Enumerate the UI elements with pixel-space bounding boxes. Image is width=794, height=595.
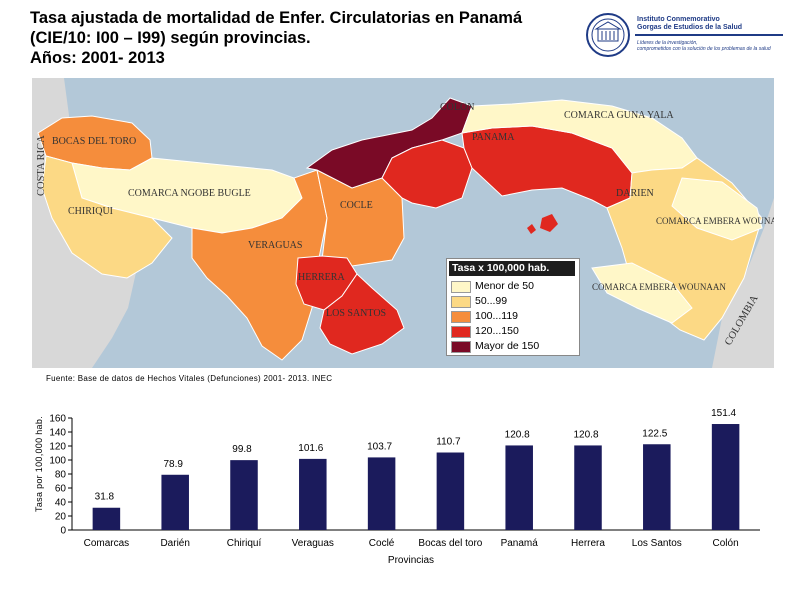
institute-seal-icon — [586, 13, 630, 57]
y-tick-label: 60 — [55, 484, 67, 495]
region-label-chiriqui: CHIRIQUI — [68, 206, 113, 217]
bar-value-label: 78.9 — [163, 459, 183, 470]
y-tick-label: 140 — [49, 428, 66, 439]
y-axis-title: Tasa por 100,000 hab. — [34, 416, 44, 512]
region-label-embera-south: COMARCA EMBERA WOUNAAN — [592, 282, 726, 292]
title-line-1: Tasa ajustada de mortalidad de Enfer. Ci… — [30, 9, 523, 27]
x-tick-label: Comarcas — [84, 538, 130, 549]
region-label-herrera: HERRERA — [298, 272, 345, 283]
legend-label: 100...119 — [475, 310, 519, 322]
bar-value-label: 120.8 — [505, 429, 530, 440]
bar — [505, 445, 533, 530]
region-label-veraguas: VERAGUAS — [248, 240, 302, 251]
bar — [436, 452, 465, 530]
y-tick-label: 160 — [49, 414, 66, 425]
x-tick-label: Herrera — [571, 538, 605, 549]
legend-title: Tasa x 100,000 hab. — [449, 261, 575, 276]
x-tick-label: Coclé — [369, 538, 395, 549]
bar — [574, 445, 602, 530]
y-tick-label: 120 — [49, 442, 66, 453]
region-chiriqui — [41, 155, 173, 279]
y-tick-label: 100 — [49, 456, 66, 467]
bar — [299, 458, 327, 530]
bar-value-label: 122.5 — [642, 428, 667, 439]
region-label-bocas-del-toro: BOCAS DEL TORO — [52, 136, 136, 147]
y-tick-label: 20 — [55, 512, 67, 523]
legend-swatch — [451, 326, 471, 338]
x-axis-title: Provincias — [388, 555, 434, 566]
bar-value-label: 110.7 — [436, 437, 461, 448]
y-tick-label: 0 — [60, 526, 66, 537]
institute-logo: Instituto Conmemorativo Gorgas de Estudi… — [585, 12, 785, 64]
logo-name-line-2: Gorgas de Estudios de la Salud — [637, 24, 743, 31]
bar-value-label: 31.8 — [95, 492, 115, 503]
logo-divider — [635, 34, 783, 36]
x-tick-label: Darién — [160, 538, 189, 549]
logo-motto-line-1: Líderes de la investigación, — [637, 40, 698, 46]
bar — [711, 424, 740, 530]
y-tick-label: 40 — [55, 498, 67, 509]
bar — [161, 474, 189, 530]
title-line-3: Años: 2001- 2013 — [30, 49, 165, 67]
legend-swatch — [451, 281, 471, 293]
island-small — [527, 224, 536, 234]
bar-value-label: 151.4 — [711, 408, 736, 419]
region-embera-north — [671, 177, 763, 241]
x-tick-label: Veraguas — [292, 538, 334, 549]
region-panama-oeste — [381, 139, 473, 209]
region-label-cocle: COCLE — [340, 200, 373, 211]
legend-label: 120...150 — [475, 325, 519, 337]
region-los-santos — [319, 273, 405, 355]
region-embera-south — [591, 262, 693, 324]
panama-choropleth-map: COSTA RICA COLOMBIA COLON COMARCA GUNA Y… — [32, 78, 774, 368]
country-label-costa-rica: COSTA RICA — [36, 135, 47, 196]
bar-value-label: 99.8 — [232, 444, 252, 455]
legend-label: Mayor de 150 — [475, 340, 540, 352]
x-tick-label: Chiriquí — [227, 538, 262, 549]
bar — [92, 507, 121, 530]
colombia-land — [712, 198, 774, 368]
x-tick-label: Panamá — [501, 538, 539, 549]
region-label-panama: PANAMA — [472, 132, 515, 143]
bar-value-label: 103.7 — [367, 441, 392, 452]
legend-swatch — [451, 296, 471, 308]
bar-value-label: 101.6 — [298, 443, 323, 454]
x-tick-label: Bocas del toro — [418, 538, 482, 549]
legend-label: 50...99 — [475, 295, 508, 307]
x-tick-label: Los Santos — [632, 538, 682, 549]
region-label-colon: COLON — [440, 102, 474, 113]
legend-label: Menor de 50 — [475, 280, 534, 292]
region-label-embera-north: COMARCA EMBERA WOUNAAN — [656, 216, 774, 226]
region-label-guna-yala: COMARCA GUNA YALA — [564, 110, 674, 121]
region-label-ngobe-bugle: COMARCA NGOBE BUGLE — [128, 188, 251, 199]
source-note: Fuente: Base de datos de Hechos Vitales … — [46, 374, 333, 383]
bar — [643, 444, 671, 530]
logo-name-line-1: Instituto Conmemorativo — [637, 16, 720, 23]
island-pearl — [540, 214, 558, 232]
bar — [367, 457, 396, 530]
region-label-darien: DARIEN — [616, 188, 654, 199]
region-label-los-santos: LOS SANTOS — [326, 308, 386, 319]
title-line-2: (CIE/10: I00 – I99) según provincias. — [30, 29, 311, 47]
legend-swatch — [451, 341, 471, 353]
bar — [230, 460, 258, 530]
slide-title: Tasa ajustada de mortalidad de Enfer. Ci… — [30, 8, 590, 68]
bar-value-label: 120.8 — [573, 429, 598, 440]
logo-motto-line-2: comprometidos con la solución de los pro… — [637, 46, 771, 52]
y-tick-label: 80 — [55, 470, 67, 481]
map-legend: Tasa x 100,000 hab. Menor de 50 50...99 … — [446, 258, 580, 356]
mortality-bar-chart: 0 20 40 60 80 100 120 140 160 Tasa por 100,000 ha… — [34, 408, 760, 566]
legend-swatch — [451, 311, 471, 323]
x-tick-label: Colón — [713, 538, 739, 549]
